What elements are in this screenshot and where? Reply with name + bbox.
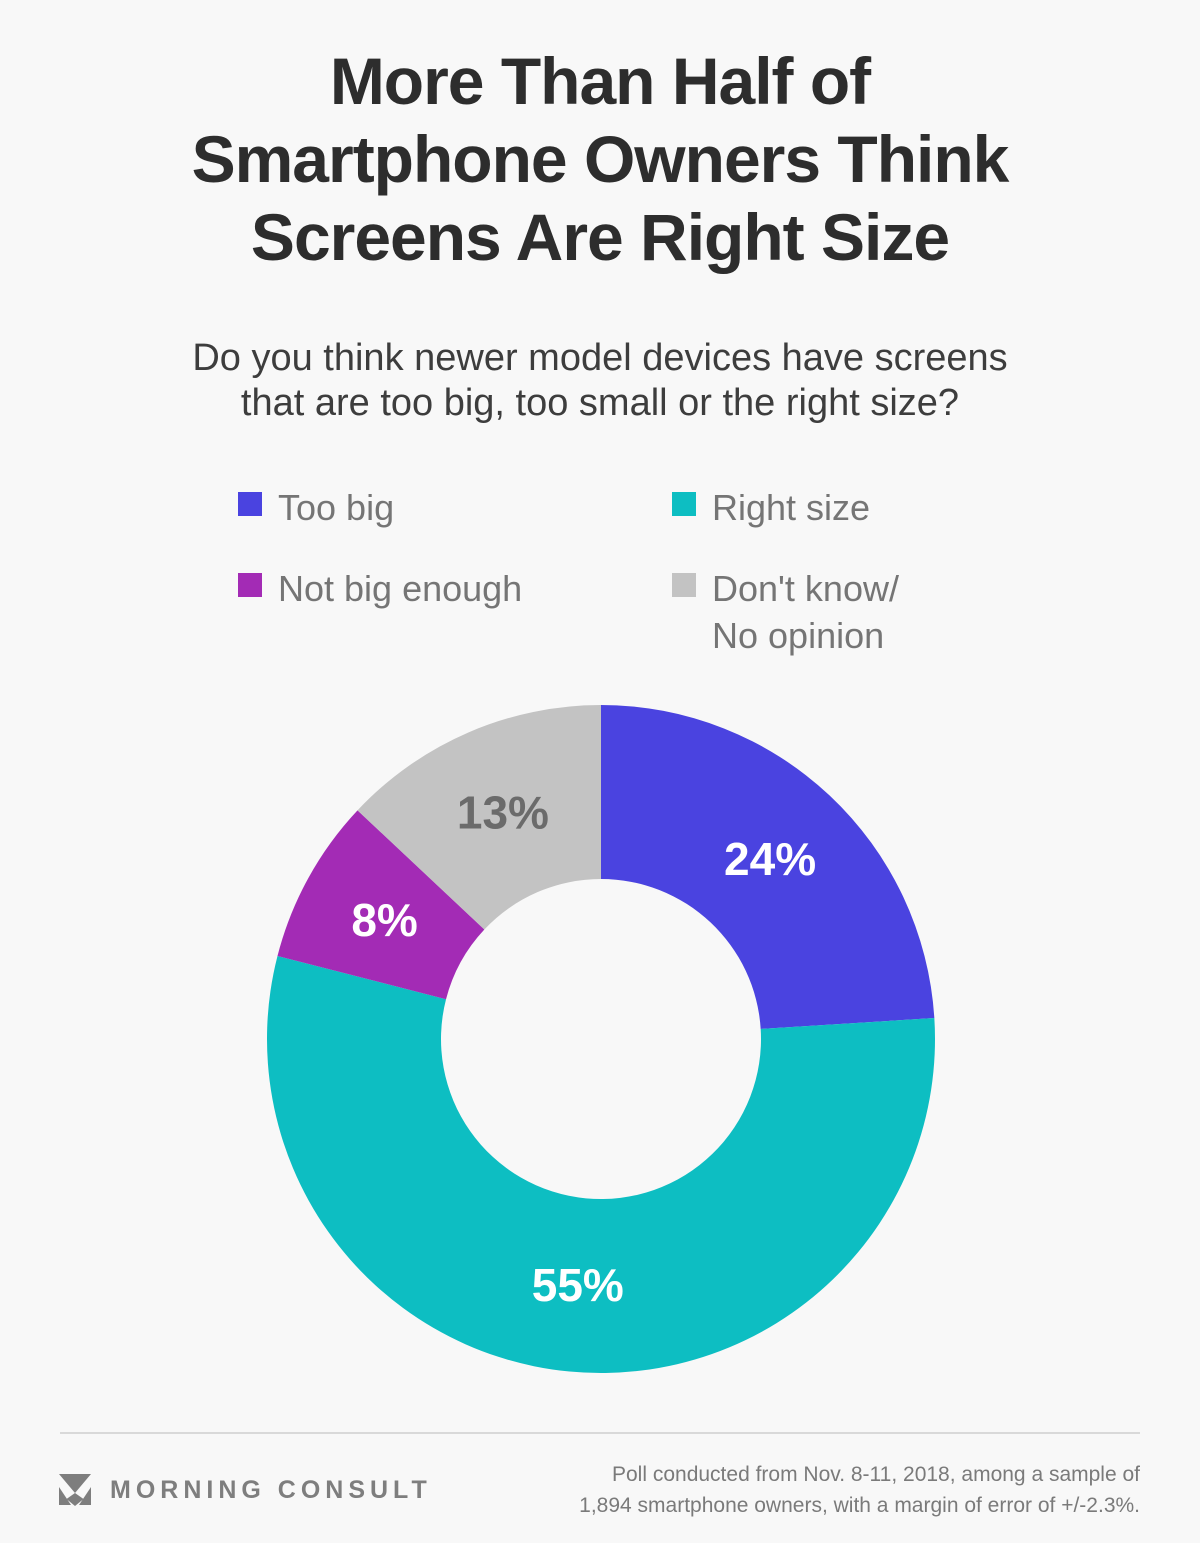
slice-label-2: 8% [351,894,417,946]
donut-slice-3 [357,705,601,930]
legend-item-dont-know: Don't know/ No opinion [672,565,899,659]
slice-label-3: 13% [457,786,549,838]
legend-swatch-too-big [238,492,262,516]
slice-label-1: 55% [532,1259,624,1311]
chart-subtitle: Do you think newer model devices have sc… [192,337,1008,424]
legend-swatch-right-size [672,492,696,516]
chart-title: More Than Half of Smartphone Owners Thin… [191,44,1010,274]
legend-label: Too big [278,487,395,528]
legend-item-too-big: Too big [238,484,672,531]
legend-swatch-not-big-enough [238,573,262,597]
donut-slice-2 [277,810,485,1000]
brand-wordmark: MORNING CONSULT [110,1475,432,1504]
legend-item-right-size: Right size [672,484,899,531]
donut-chart: 24% 55% 8% 13% [266,705,935,1373]
legend-label: Not big enough [278,568,523,609]
legend-item-not-big-enough: Not big enough [238,565,672,659]
chart-legend: Too big Right size Not big enough Don't … [238,484,899,659]
footer-divider [60,1432,1140,1434]
legend-swatch-dont-know [672,573,696,597]
morning-consult-m-icon [59,1474,91,1506]
legend-label: Right size [712,487,871,528]
brand-logo: MORNING CONSULT [58,1474,432,1506]
legend-label: Don't know/ No opinion [712,568,899,656]
slice-label-0: 24% [724,833,816,885]
poll-caption: Poll conducted from Nov. 8-11, 2018, amo… [579,1463,1140,1517]
donut-slice-1 [266,955,935,1373]
donut-slice-0 [601,705,935,1029]
